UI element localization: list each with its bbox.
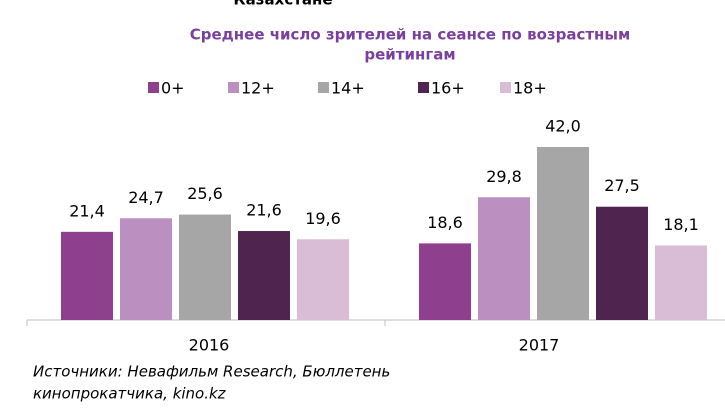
data-label: 24,7 <box>128 188 164 207</box>
data-label: 19,6 <box>305 209 341 228</box>
data-label: 18,1 <box>663 215 699 234</box>
data-label: 21,4 <box>69 201 105 220</box>
legend-label: 12+ <box>241 79 275 98</box>
chart-title: рейтингам <box>364 46 455 64</box>
bar <box>61 231 113 320</box>
data-label: 21,6 <box>246 201 282 220</box>
bar <box>596 206 648 320</box>
source: кинопрокатчика, kino.kz <box>33 385 227 403</box>
bar <box>537 147 589 320</box>
x-tick-label: 2017 <box>519 336 560 355</box>
legend-label: 0+ <box>161 79 185 98</box>
bar <box>478 197 530 320</box>
bar <box>179 214 231 320</box>
source: Источники: Невафильм Research, Бюллетень <box>33 363 390 381</box>
data-label: 18,6 <box>427 213 463 232</box>
legend-label: 18+ <box>513 79 547 98</box>
data-label: 42,0 <box>545 117 581 136</box>
chart-title: Среднее число зрителей на сеансе по возр… <box>190 26 631 44</box>
legend-swatch <box>148 82 159 93</box>
data-label: 27,5 <box>604 176 640 195</box>
legend-swatch <box>500 82 511 93</box>
legend-swatch <box>318 82 329 93</box>
data-label: 25,6 <box>187 184 223 203</box>
legend-swatch <box>228 82 239 93</box>
bar <box>419 243 471 320</box>
bar <box>238 231 290 320</box>
legend-label: 14+ <box>331 79 365 98</box>
legend-label: 16+ <box>431 79 465 98</box>
heading: Казахстане <box>233 0 332 9</box>
legend-swatch <box>418 82 429 93</box>
bar <box>120 218 172 320</box>
bar <box>655 245 707 320</box>
bar <box>297 239 349 320</box>
data-label: 29,8 <box>486 167 522 186</box>
x-tick-label: 2016 <box>189 336 230 355</box>
